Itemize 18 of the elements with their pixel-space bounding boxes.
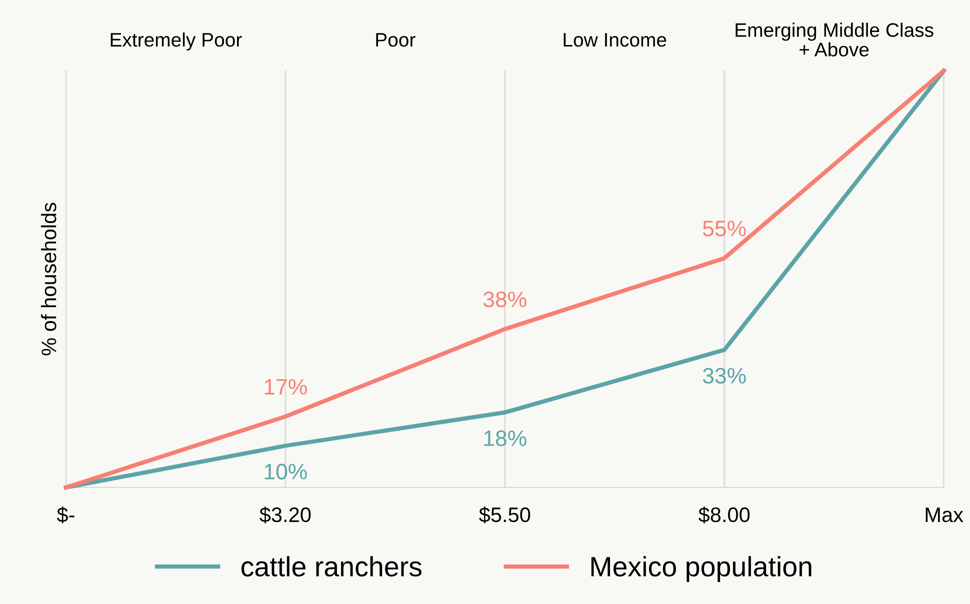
x-tick-label: $- xyxy=(56,506,74,524)
text: Emerging Middle Class + Above xyxy=(736,22,934,56)
data-label: 10% xyxy=(264,464,307,480)
data-label: 17% xyxy=(264,379,307,395)
data-label: 38% xyxy=(483,292,526,308)
data-label: 18% xyxy=(484,430,526,446)
x-tick-label: $5.50 xyxy=(479,506,530,524)
y-axis-title: % of households xyxy=(40,202,56,356)
legend-label: cattle ranchers xyxy=(241,556,422,577)
data-label: 55% xyxy=(703,220,746,236)
text: Low Income xyxy=(564,33,666,47)
text: Poor xyxy=(376,33,416,47)
legend-label: Mexico population xyxy=(591,556,812,582)
x-tick-label: $8.00 xyxy=(698,506,750,524)
data-label: 33% xyxy=(702,368,746,384)
x-tick-label: Max xyxy=(926,508,964,522)
x-tick-label: $3.20 xyxy=(260,506,311,524)
text: Extremely Poor xyxy=(110,32,242,51)
